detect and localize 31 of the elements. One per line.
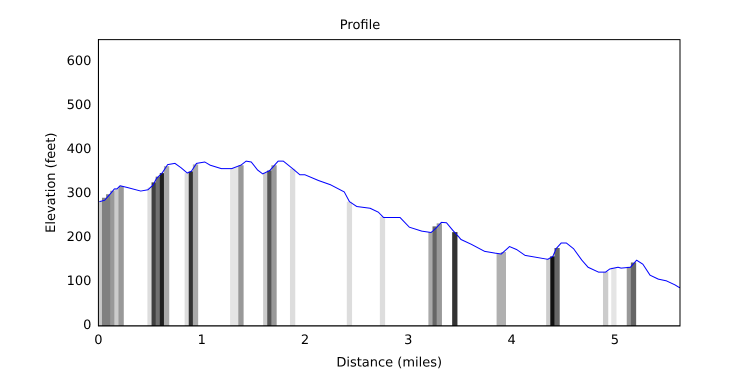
x-tick-label: 3: [404, 332, 412, 348]
bar: [271, 165, 277, 326]
x-axis-title: Distance (miles): [336, 356, 442, 371]
bar: [346, 202, 352, 326]
bar: [602, 272, 608, 326]
bar: [192, 164, 198, 326]
bar: [436, 223, 442, 326]
bar: [500, 252, 506, 326]
y-tick-label: 400: [66, 142, 92, 158]
bar: [554, 248, 560, 326]
y-tick-label: 300: [66, 186, 92, 202]
x-tick-label: 4: [507, 332, 516, 348]
x-tick-label: 2: [300, 332, 310, 348]
y-tick-label: 100: [66, 274, 92, 290]
x-tick-label: 5: [610, 332, 620, 348]
x-tick-label: 0: [94, 332, 103, 348]
bar: [380, 216, 386, 326]
y-tick-label: 0: [83, 318, 92, 334]
bar: [611, 267, 617, 326]
bar: [164, 166, 170, 326]
y-axis-title: Elevation (feet): [44, 132, 60, 233]
bar: [290, 168, 296, 326]
bar: [238, 165, 244, 326]
y-tick-label: 500: [66, 98, 92, 114]
y-tick-label: 600: [66, 54, 92, 69]
chart-title: Profile: [340, 18, 380, 34]
bar: [118, 186, 124, 326]
y-tick-label: 200: [66, 230, 92, 246]
x-tick-label: 1: [198, 332, 206, 348]
bar: [630, 262, 636, 326]
bar: [452, 232, 458, 326]
